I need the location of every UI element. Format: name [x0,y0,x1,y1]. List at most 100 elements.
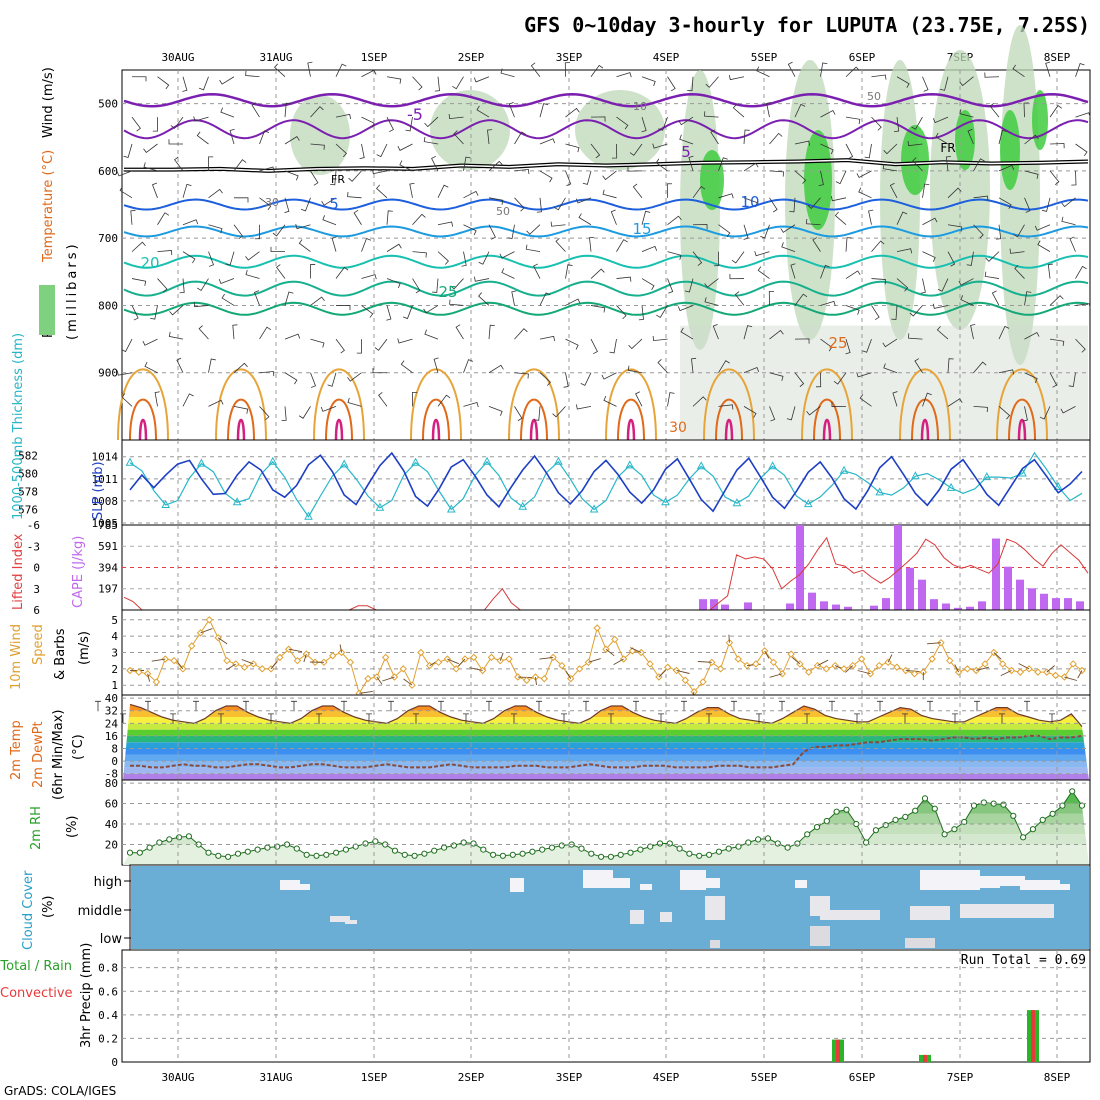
cape-bar [894,525,902,610]
wind-barb [820,62,828,77]
temp-contour-15 [123,254,1089,269]
wind-barb [641,76,656,87]
wind-barb [378,392,388,407]
wind-barb [488,160,503,172]
rh-high-shading [804,130,832,230]
wind-barb [169,305,184,316]
rh-marker [293,845,300,852]
temp-contour-30 [813,398,841,441]
wind-barb [973,158,985,172]
wind-barb [764,650,770,659]
wind-barb [182,76,188,92]
wind-barb [927,642,941,645]
temp-minmax-marker [608,713,614,724]
rh-marker [313,852,320,859]
wind-barb [970,324,976,340]
wind-barb [298,239,311,252]
wind-barb [947,358,954,373]
wind-barb [453,130,464,145]
date-label-top: 4SEP [653,51,680,64]
wind-barb [932,303,949,309]
wind-barb [217,637,228,645]
wind-barb [339,644,342,653]
wind-barb [458,658,466,667]
wind-barb [437,251,449,265]
wind-barb [998,129,1007,145]
wind-barb [347,372,362,382]
wind-barb [1049,338,1065,346]
wind-barb [688,155,694,172]
wind-barb [284,102,291,118]
temp-minmax-marker [291,700,297,712]
wind-barb [335,143,347,158]
rh-marker [598,853,605,860]
wind-barb [754,251,770,257]
wind-speed-marker [1051,671,1060,680]
wind-barb [488,364,504,374]
wind-barb [718,193,734,199]
temp-minmax-marker [779,700,785,712]
wind-barb [769,170,784,177]
temp-minmax-marker [854,713,860,724]
wind-barb [1060,406,1076,414]
cape-axis-title: CAPE (J/kg) [71,536,86,608]
wind-barb [947,251,956,267]
wind-barb [270,661,278,670]
wind-barb [998,369,1015,375]
wind-barb [335,113,351,120]
wind-barb [985,251,1000,262]
rh-marker [431,847,438,854]
temp-minmax-marker [974,700,980,712]
wind-barb [116,170,133,177]
wind-barb [284,197,290,214]
wind-barb [973,405,988,413]
cloud-high-block [510,878,524,892]
wind-speed-marker [452,665,460,673]
rh-marker [696,852,703,859]
rh-marker [352,843,359,850]
wind-barb [973,195,989,201]
wind-barb [984,72,1000,78]
temp-contour-25 [508,368,560,441]
contour-label: -5 [407,105,423,124]
cape-tick-label: 394 [98,561,118,574]
rh-marker [745,839,752,846]
wind-speed-marker [672,666,681,675]
wind-barb [254,224,260,240]
wind-barb [307,61,313,77]
wind-barb [376,676,383,685]
wind-barb [347,397,362,407]
precip-title-convective: Convective [0,986,73,1001]
pressure-tick-label: 800 [98,299,118,312]
wind-barb [914,358,923,373]
wind-barb [998,406,1011,420]
rh-marker [725,845,732,852]
wind-barb [353,209,362,225]
wind-speed-marker [760,647,769,655]
wind-barb [233,224,243,240]
wind-barb [894,117,900,132]
wind-speed-marker [478,666,487,675]
cloud-high-block [280,880,300,890]
axis-title: 10m Wind [9,624,24,690]
cloud-low-block [710,940,720,948]
wind-barb [245,70,260,78]
precip-tick-label: 0 [111,1056,118,1069]
wind-barb [1075,338,1086,353]
li-axis-title: Lifted Index [11,533,26,610]
wind-barb [386,278,401,289]
rh-high-shading [1032,90,1048,150]
wind-barb [845,66,860,78]
cape-bar [844,606,852,610]
wind-barb [679,134,694,145]
wind-barb [550,221,566,227]
wind-barb [284,170,299,181]
wind-barb [536,197,542,213]
wind-barb [1024,134,1039,145]
cape-bar [942,603,950,610]
wind-barb [1069,236,1076,252]
wind-barb [403,678,413,686]
rh-marker [499,852,506,859]
rh-marker [391,847,399,854]
thickness-marker [1018,468,1027,477]
